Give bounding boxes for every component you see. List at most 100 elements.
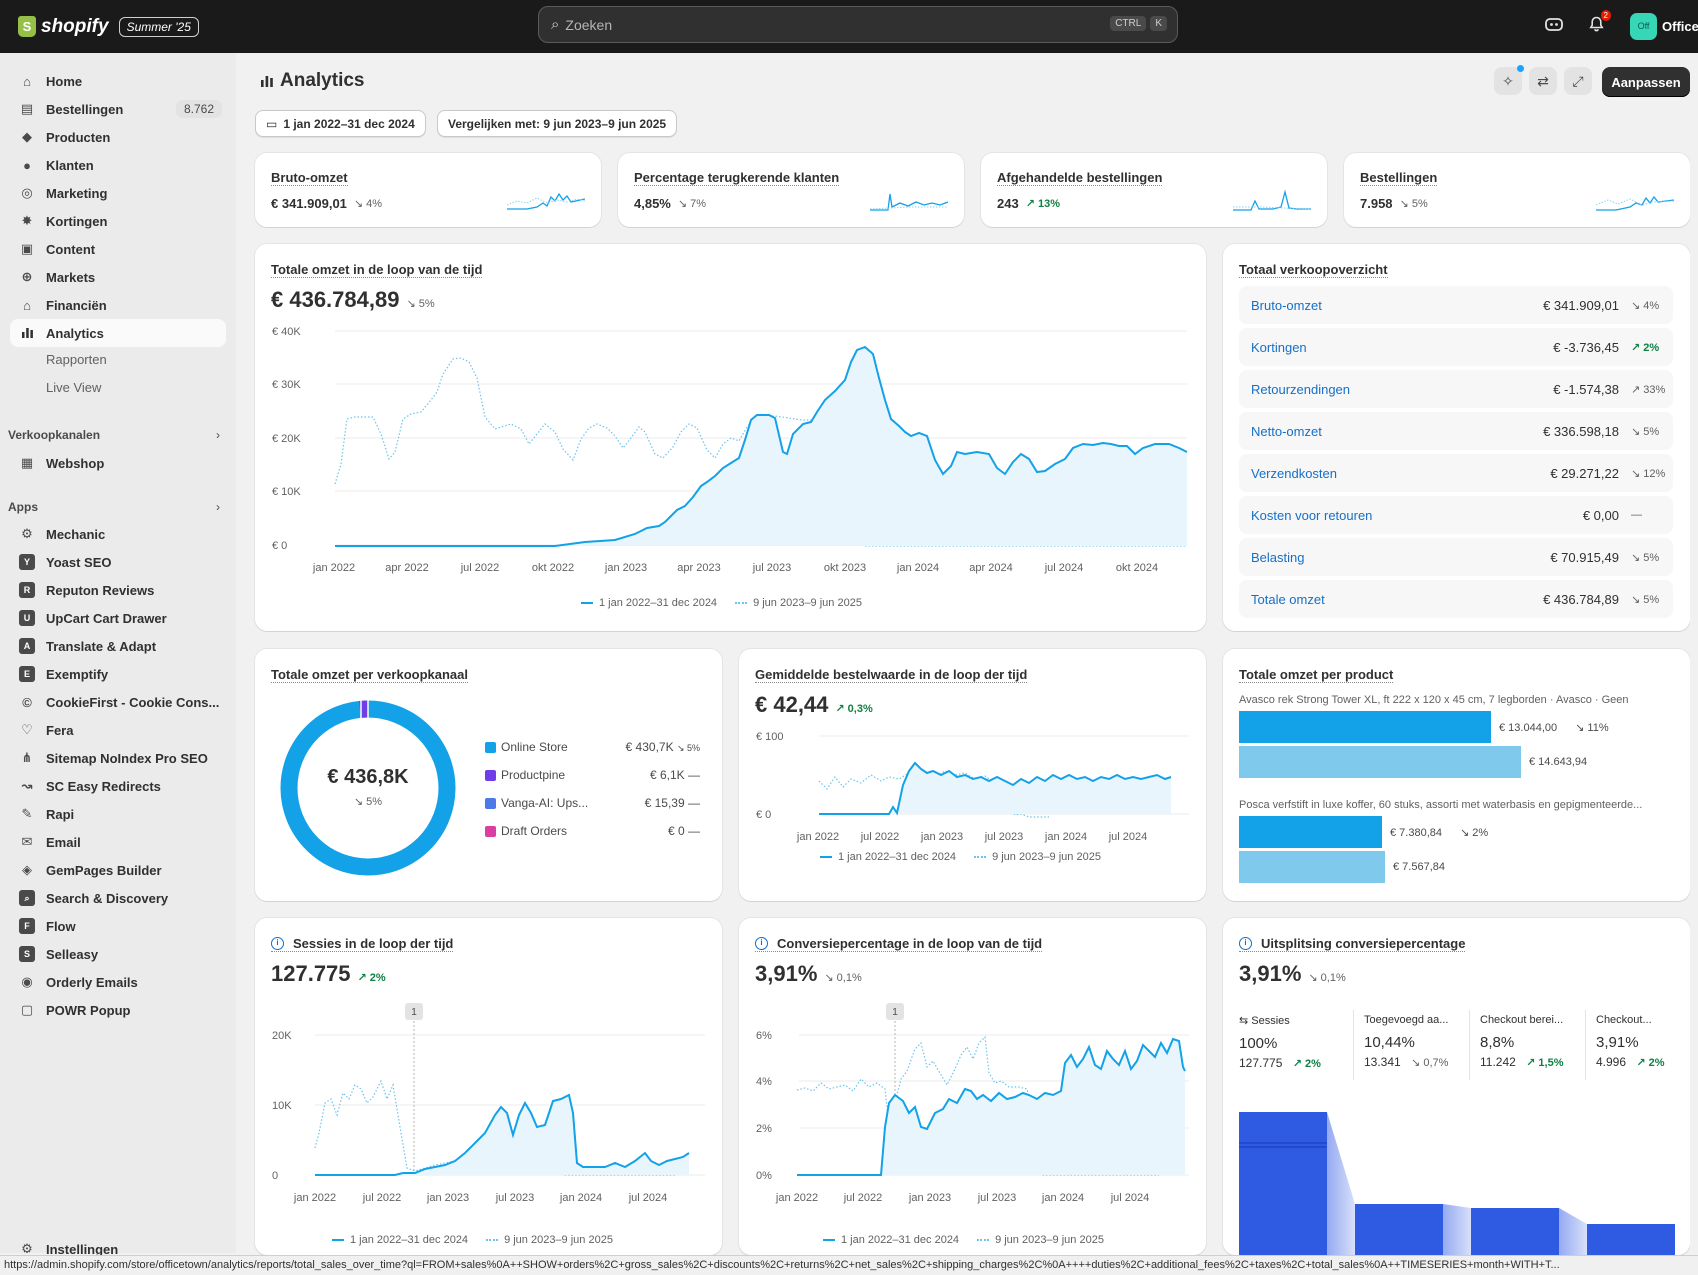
summary-row-label[interactable]: Kortingen xyxy=(1251,339,1307,355)
funnel-step-sessions[interactable]: ⇆ Sessies 100% 127.775 ↗ 2% xyxy=(1239,1014,1339,1070)
sidebar-item-discounts[interactable]: ✸ Kortingen xyxy=(10,207,226,235)
search-input[interactable]: ⌕ Zoeken CTRL K xyxy=(538,6,1178,43)
sales-by-product-card[interactable]: Totale omzet per product Avasco rek Stro… xyxy=(1223,649,1690,901)
sidebar-app-reputon-reviews[interactable]: R Reputon Reviews xyxy=(10,576,226,604)
sidebar-app-powr-popup[interactable]: ▢ POWR Popup xyxy=(10,996,226,1024)
sidekick-icon[interactable] xyxy=(1545,16,1563,37)
sidebar-item-orders[interactable]: ▤ Bestellingen 8.762 xyxy=(10,95,226,123)
funnel-bar-checkout-completed[interactable] xyxy=(1587,1224,1675,1255)
sidebar-item-webshop[interactable]: ▦ Webshop xyxy=(10,449,226,477)
sales-by-channel-card[interactable]: Totale omzet per verkoopkanaal € 436,8K … xyxy=(255,649,722,901)
customize-button[interactable]: Aanpassen xyxy=(1602,67,1690,97)
summary-row-label[interactable]: Verzendkosten xyxy=(1251,465,1338,481)
summary-row-label[interactable]: Belasting xyxy=(1251,549,1305,565)
product-bar-previous[interactable] xyxy=(1239,746,1521,778)
funnel-bar-added-to-cart[interactable] xyxy=(1355,1204,1443,1255)
total-sales-over-time-card[interactable]: Totale omzet in de loop van de tijd € 43… xyxy=(255,244,1206,631)
conversion-breakdown-card[interactable]: i Uitsplitsing conversiepercentage 3,91% ↘… xyxy=(1223,918,1690,1255)
sidebar-app-sitemap[interactable]: ⋔ Sitemap NoIndex Pro SEO xyxy=(10,744,226,772)
funnel-bar-sessions[interactable] xyxy=(1239,1112,1327,1255)
summary-row[interactable]: Bruto-omzet € 341.909,01 ↘ 4% xyxy=(1239,286,1673,324)
shopify-logo[interactable]: S shopify Summer '25 xyxy=(18,16,199,38)
ai-insights-button[interactable]: ✧ xyxy=(1494,65,1524,95)
summary-row-label[interactable]: Kosten voor retouren xyxy=(1251,507,1373,523)
page-scrollbar[interactable] xyxy=(1690,53,1698,1255)
sidebar-item-customers[interactable]: ● Klanten xyxy=(10,151,226,179)
channel-legend-item[interactable]: Draft Orders € 0 — xyxy=(485,824,700,838)
kpi-card-gross-sales[interactable]: Bruto-omzet € 341.909,01 ↘ 4% xyxy=(255,153,601,227)
sidebar-app-fera[interactable]: ♡ Fera xyxy=(10,716,226,744)
kpi-card-orders[interactable]: Bestellingen 7.958 ↘ 5% xyxy=(1344,153,1690,227)
funnel-step-added-to-cart[interactable]: Toegevoegd aa... 10,44% 13.341 ↘ 0,7% xyxy=(1364,1014,1464,1069)
sidebar-item-finances[interactable]: ⌂ Financiën xyxy=(10,291,226,319)
card-title[interactable]: Totale omzet per product xyxy=(1239,667,1394,683)
summary-row[interactable]: Kortingen € -3.736,45 ↗ 2% xyxy=(1239,328,1673,366)
sidebar-app-gempages[interactable]: ◈ GemPages Builder xyxy=(10,856,226,884)
sessions-line-chart[interactable]: 20K 10K 0 jan 2022 jul 2022 jan 2023 jul… xyxy=(255,1003,722,1233)
sidebar-app-rapi[interactable]: ✎ Rapi xyxy=(10,800,226,828)
sidebar-subitem-live-view[interactable]: Live View xyxy=(46,380,102,395)
product-bar-current[interactable] xyxy=(1239,816,1382,848)
conversion-rate-card[interactable]: i Conversiepercentage in de loop van de t… xyxy=(739,918,1206,1255)
card-title[interactable]: i Conversiepercentage in de loop van de t… xyxy=(755,936,1043,952)
sidebar-item-products[interactable]: ◆ Producten xyxy=(10,123,226,151)
sidebar-item-markets[interactable]: ⊕ Markets xyxy=(10,263,226,291)
notifications-bell-icon[interactable]: 2 xyxy=(1589,10,1611,37)
card-title[interactable]: i Sessies in de loop der tijd xyxy=(271,936,454,952)
sidebar-subitem-reports[interactable]: Rapporten xyxy=(46,352,107,367)
sidebar-app-cookiefirst[interactable]: © CookieFirst - Cookie Cons... xyxy=(10,688,226,716)
sidebar-app-selleasy[interactable]: S Selleasy xyxy=(10,940,226,968)
channel-legend-item[interactable]: Online Store € 430,7K ↘ 5% xyxy=(485,740,700,754)
kpi-card-returning-customers[interactable]: Percentage terugkerende klanten 4,85% ↘ 7… xyxy=(618,153,964,227)
product-bar-current[interactable] xyxy=(1239,711,1491,743)
sidebar-app-translate[interactable]: A Translate & Adapt xyxy=(10,632,226,660)
summary-row[interactable]: Kosten voor retouren € 0,00 — xyxy=(1239,496,1673,534)
summary-row[interactable]: Totale omzet € 436.784,89 ↘ 5% xyxy=(1239,580,1673,618)
funnel-bar-checkout-reached[interactable] xyxy=(1471,1208,1559,1255)
product-bar-previous[interactable] xyxy=(1239,851,1385,883)
funnel-step-checkout-completed[interactable]: Checkout... 3,91% 4.996 ↗ 2% xyxy=(1596,1014,1676,1069)
channel-legend-item[interactable]: Vanga-AI: Ups... € 15,39 — xyxy=(485,796,700,810)
total-sales-line-chart[interactable]: € 40K € 30K € 20K € 10K € 0 jan 2022 apr… xyxy=(255,314,1206,614)
card-title[interactable]: Totale omzet in de loop van de tijd xyxy=(271,262,483,278)
summary-row[interactable]: Belasting € 70.915,49 ↘ 5% xyxy=(1239,538,1673,576)
sidebar-item-marketing[interactable]: ◎ Marketing xyxy=(10,179,226,207)
summary-row-label[interactable]: Retourzendingen xyxy=(1251,381,1351,397)
card-title[interactable]: Totale omzet per verkoopkanaal xyxy=(271,667,468,683)
sales-channels-heading[interactable]: Verkoopkanalen › xyxy=(8,428,226,442)
sidebar-app-orderly-emails[interactable]: ◉ Orderly Emails xyxy=(10,968,226,996)
sales-summary-card[interactable]: Totaal verkoopoverzicht Bruto-omzet € 341… xyxy=(1223,244,1690,631)
sidebar-app-yoast-seo[interactable]: Y Yoast SEO xyxy=(10,548,226,576)
sidebar-app-search-discovery[interactable]: ⌕ Search & Discovery xyxy=(10,884,226,912)
kpi-card-fulfilled-orders[interactable]: Afgehandelde bestellingen 243 ↗ 13% xyxy=(981,153,1327,227)
fullscreen-button[interactable]: ⤢ xyxy=(1564,67,1592,95)
funnel-step-checkout-reached[interactable]: Checkout berei... 8,8% 11.242 ↗ 1,5% xyxy=(1480,1014,1580,1069)
card-title[interactable]: Totaal verkoopoverzicht xyxy=(1239,262,1388,278)
annotation-marker[interactable] xyxy=(405,1003,423,1020)
sidebar-app-sc-easy-redirects[interactable]: ↝ SC Easy Redirects xyxy=(10,772,226,800)
sidebar-app-upcart[interactable]: U UpCart Cart Drawer xyxy=(10,604,226,632)
store-name[interactable]: OfficeTown xyxy=(1662,19,1698,34)
sidebar-app-exemptify[interactable]: E Exemptify xyxy=(10,660,226,688)
date-range-picker[interactable]: ▭ 1 jan 2022–31 dec 2024 xyxy=(255,110,426,137)
channel-donut-chart[interactable] xyxy=(278,698,458,878)
store-avatar[interactable]: Off xyxy=(1630,13,1657,40)
summary-row-label[interactable]: Totale omzet xyxy=(1251,591,1325,607)
conversion-line-chart[interactable]: 6% 4% 2% 0% jan 2022 jul 2022 jan 2023 j… xyxy=(739,1003,1206,1233)
aov-line-chart[interactable]: € 100 € 0 jan 2022 jul 2022 jan 2023 jul… xyxy=(739,719,1206,879)
summary-row[interactable]: Netto-omzet € 336.598,18 ↘ 5% xyxy=(1239,412,1673,450)
card-title[interactable]: i Uitsplitsing conversiepercentage xyxy=(1239,936,1466,952)
sidebar-app-mechanic[interactable]: ⚙ Mechanic xyxy=(10,520,226,548)
conversion-funnel-chart[interactable] xyxy=(1223,1095,1690,1255)
card-title[interactable]: Gemiddelde bestelwaarde in de loop der t… xyxy=(755,667,1028,683)
compare-picker[interactable]: Vergelijken met: 9 jun 2023–9 jun 2025 xyxy=(437,110,678,137)
sidebar-item-content[interactable]: ▣ Content xyxy=(10,235,226,263)
apps-heading[interactable]: Apps › xyxy=(8,500,226,514)
sidebar-item-settings[interactable]: ⚙ Instellingen xyxy=(10,1235,226,1263)
sidebar-app-flow[interactable]: F Flow xyxy=(10,912,226,940)
annotation-marker[interactable] xyxy=(886,1003,904,1020)
sessions-over-time-card[interactable]: i Sessies in de loop der tijd 127.775 ↗ 2%… xyxy=(255,918,722,1255)
sidebar-app-email[interactable]: ✉ Email xyxy=(10,828,226,856)
sidebar-item-analytics[interactable]: Analytics xyxy=(10,319,226,347)
summary-row[interactable]: Verzendkosten € 29.271,22 ↘ 12% xyxy=(1239,454,1673,492)
